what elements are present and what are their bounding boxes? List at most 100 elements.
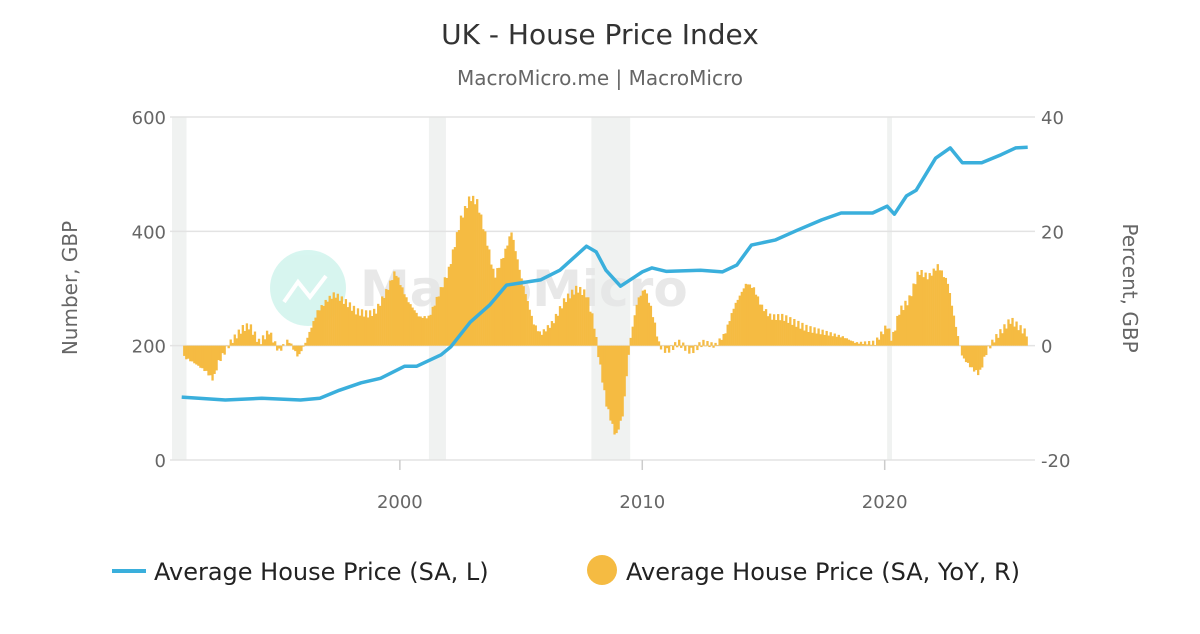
yoy-bar	[531, 316, 533, 346]
yoy-bar	[947, 284, 949, 346]
yoy-bar	[1023, 328, 1025, 345]
chart-subtitle: MacroMicro.me | MacroMicro	[457, 66, 743, 90]
yoy-bar	[262, 335, 264, 345]
yoy-bar	[488, 249, 490, 345]
yoy-bar	[803, 331, 805, 346]
yoy-bar	[698, 342, 700, 345]
yoy-bar	[751, 288, 753, 346]
yoy-bar	[670, 345, 672, 346]
yoy-bar	[191, 346, 193, 362]
yoy-bar	[399, 285, 401, 346]
yoy-bar	[668, 346, 670, 353]
yoy-bar	[991, 340, 993, 346]
yoy-bar	[498, 268, 500, 346]
yoy-bar	[1026, 336, 1028, 345]
yoy-bar	[1001, 333, 1003, 345]
yoy-bar	[268, 334, 270, 345]
yoy-bar	[575, 286, 577, 346]
yoy-bar	[444, 277, 446, 345]
yoy-bar	[254, 332, 256, 346]
yoy-bar	[302, 346, 304, 347]
yoy-bar	[508, 236, 510, 345]
yoy-bar	[203, 346, 205, 371]
yoy-bar	[318, 310, 320, 345]
yoy-bar	[967, 346, 969, 363]
yoy-bar	[213, 346, 215, 374]
yoy-bar	[773, 314, 775, 345]
yoy-bar	[894, 331, 896, 346]
legend-item-price[interactable]: Average House Price (SA, L)	[112, 558, 489, 586]
yoy-bar	[199, 346, 201, 368]
yoy-bar	[535, 325, 537, 345]
yoy-bar	[553, 323, 555, 346]
yoy-bar	[672, 346, 674, 350]
yoy-bar	[219, 346, 221, 361]
yoy-bar	[858, 344, 860, 346]
yoy-bar	[520, 278, 522, 345]
yoy-bar	[395, 276, 397, 346]
yoy-bar	[569, 298, 571, 345]
yoy-bar	[518, 270, 520, 346]
yoy-bar	[314, 318, 316, 346]
yoy-bar	[628, 346, 630, 355]
yoy-bar	[860, 342, 862, 346]
yoy-bar	[496, 268, 498, 346]
yoy-bar	[735, 303, 737, 346]
yoy-bar	[310, 328, 312, 346]
yoy-bar	[654, 323, 656, 346]
yoy-bar	[446, 278, 448, 346]
yoy-bar	[567, 294, 569, 346]
yoy-bar	[426, 318, 428, 345]
yoy-bar	[852, 341, 854, 345]
yoy-bar	[405, 297, 407, 345]
yoy-bar	[634, 315, 636, 345]
yoy-bar	[401, 287, 403, 345]
yoy-bar	[579, 287, 581, 346]
yoy-bar	[304, 343, 306, 346]
yoy-bar	[185, 346, 187, 360]
yoy-bar	[712, 346, 714, 348]
yoy-bar	[539, 331, 541, 345]
yoy-bar	[1009, 324, 1011, 346]
yoy-bar	[589, 312, 591, 346]
yoy-bar	[658, 341, 660, 345]
left-tick-label: 0	[155, 451, 166, 472]
yoy-bar	[997, 338, 999, 346]
yoy-bar	[456, 232, 458, 346]
yoy-bar	[848, 340, 850, 346]
yoy-bar	[941, 270, 943, 345]
yoy-bar	[353, 306, 355, 346]
yoy-bar	[349, 302, 351, 345]
yoy-bar	[264, 339, 266, 345]
yoy-bar	[211, 346, 213, 381]
yoy-bar	[850, 341, 852, 346]
yoy-bar	[666, 346, 668, 349]
yoy-bar	[561, 308, 563, 345]
yoy-bar	[480, 215, 482, 346]
legend: Average House Price (SA, L) Average Hous…	[112, 555, 1020, 586]
yoy-bar	[828, 336, 830, 346]
yoy-bar	[783, 321, 785, 346]
yoy-bar	[878, 340, 880, 346]
yoy-bar	[258, 339, 260, 346]
yoy-bar	[413, 310, 415, 345]
right-tick-label: 40	[1041, 108, 1064, 129]
yoy-bar	[611, 346, 613, 424]
yoy-bar	[351, 311, 353, 346]
yoy-bar	[931, 276, 933, 346]
legend-item-yoy[interactable]: Average House Price (SA, YoY, R)	[587, 555, 1020, 586]
yoy-bar	[759, 305, 761, 346]
yoy-bar	[777, 314, 779, 346]
yoy-bar	[462, 218, 464, 346]
yoy-bar	[868, 341, 870, 346]
yoy-bar	[817, 328, 819, 345]
yoy-bar	[593, 329, 595, 346]
yoy-bar	[644, 290, 646, 346]
yoy-bar	[836, 337, 838, 346]
yoy-bar	[650, 306, 652, 346]
right-tick-label: -20	[1041, 451, 1070, 472]
yoy-bar	[500, 259, 502, 346]
yoy-bar	[252, 335, 254, 346]
yoy-bar	[971, 346, 973, 368]
